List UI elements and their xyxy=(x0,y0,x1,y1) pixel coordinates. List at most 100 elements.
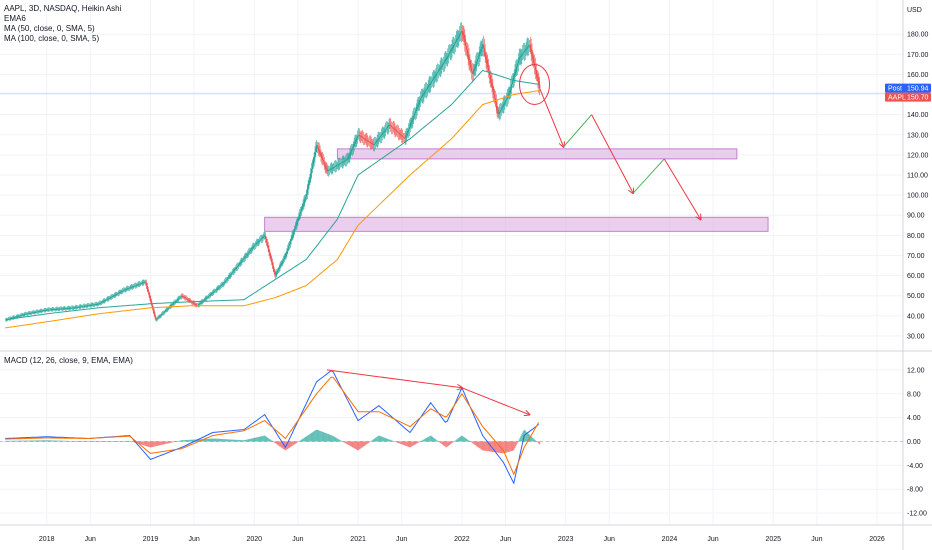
candle-body xyxy=(348,155,350,158)
macd-hist-bar xyxy=(522,430,525,442)
candle-body xyxy=(25,313,28,315)
candle-body xyxy=(223,282,225,284)
macd-hist-bar xyxy=(501,441,503,454)
candle-body xyxy=(357,134,360,137)
signal-line xyxy=(5,376,540,476)
projection-up-leg xyxy=(563,114,592,148)
macd-hist-bar xyxy=(378,435,380,442)
macd-hist-bar xyxy=(482,441,484,451)
macd-hist-bar xyxy=(438,441,440,443)
macd-hist-bar xyxy=(322,432,325,442)
macd-hist-bar xyxy=(127,440,129,442)
macd-hist-bar xyxy=(314,430,316,442)
candle-body xyxy=(201,301,203,303)
candle-body xyxy=(281,262,283,265)
candle-body xyxy=(218,287,220,289)
macd-hist-bar xyxy=(477,441,480,448)
macd-hist-bar xyxy=(441,441,443,444)
candle-body xyxy=(505,98,508,101)
macd-hist-bar xyxy=(413,441,415,446)
candle-body xyxy=(77,306,80,308)
candle-body xyxy=(200,302,202,304)
candle-body xyxy=(371,143,373,145)
macd-hist-bar xyxy=(184,440,186,442)
candle-body xyxy=(400,134,402,136)
currency-label: USD xyxy=(907,7,922,14)
macd-hist-bar xyxy=(100,441,102,442)
candle-body xyxy=(370,142,372,144)
macd-hist-bar xyxy=(451,441,453,444)
macd-hist-bar xyxy=(158,441,160,446)
price-tick-label: 180.00 xyxy=(907,32,929,39)
candle-body xyxy=(423,93,425,95)
macd-hist-bar xyxy=(444,441,446,447)
candle-body xyxy=(383,131,385,133)
price-tick-label: 60.00 xyxy=(907,273,925,280)
macd-hist-bar xyxy=(30,440,33,442)
macd-hist-bar xyxy=(453,441,455,442)
macd-hist-bar xyxy=(400,441,402,444)
time-tick-label: Jun xyxy=(85,536,96,543)
macd-hist-bar xyxy=(507,441,509,453)
macd-hist-bar xyxy=(350,441,352,447)
candle-body xyxy=(97,303,99,305)
candle-body xyxy=(230,274,232,276)
candle-body xyxy=(515,69,517,73)
macd-hist-bar xyxy=(81,441,83,442)
macd-hist-bar xyxy=(423,439,425,442)
candle-body xyxy=(336,165,338,166)
macd-hist-bar xyxy=(354,441,356,449)
macd-hist-bar xyxy=(215,438,217,442)
macd-hist-bar xyxy=(493,441,495,453)
macd-hist-bar xyxy=(94,441,97,442)
macd-hist-bar xyxy=(101,441,103,442)
macd-hist-bar xyxy=(163,441,165,445)
candle-body xyxy=(15,316,17,318)
candle-body xyxy=(498,111,501,114)
macd-hist-bar xyxy=(295,441,297,444)
candle-body xyxy=(277,269,280,271)
macd-hist-bar xyxy=(327,433,329,442)
macd-hist-bar xyxy=(75,441,77,442)
candle-body xyxy=(24,313,27,315)
macd-hist-bar xyxy=(254,437,257,442)
macd-hist-bar xyxy=(304,437,306,442)
candle-body xyxy=(375,141,377,143)
candle-body xyxy=(45,309,47,311)
macd-hist-bar xyxy=(376,436,378,442)
candle-body xyxy=(314,152,316,157)
macd-hist-bar xyxy=(242,440,245,442)
macd-tick-label: -8.00 xyxy=(907,487,923,494)
divergence-line xyxy=(326,369,462,388)
macd-hist-bar xyxy=(78,441,80,442)
candle-body xyxy=(475,63,477,67)
time-tick-label: Jun xyxy=(500,536,511,543)
candle-body xyxy=(481,44,484,47)
macd-hist-bar xyxy=(108,441,110,442)
candle-body xyxy=(68,308,70,309)
candle-body xyxy=(495,102,497,106)
macd-hist-bar xyxy=(144,441,146,446)
macd-hist-bar xyxy=(443,441,445,446)
macd-hist-bar xyxy=(19,440,21,442)
macd-hist-bar xyxy=(34,440,36,442)
macd-hist-bar xyxy=(300,439,302,442)
macd-hist-bar xyxy=(291,441,293,447)
macd-hist-bar xyxy=(172,441,174,443)
macd-hist-bar xyxy=(368,441,370,443)
candle-body xyxy=(59,308,62,310)
macd-hist-bar xyxy=(493,441,496,453)
candle-body xyxy=(81,306,84,308)
candle-body xyxy=(350,151,352,154)
macd-hist-bar xyxy=(253,437,256,442)
macd-hist-bar xyxy=(93,441,95,442)
macd-hist-bar xyxy=(79,441,81,442)
macd-hist-bar xyxy=(189,439,191,442)
macd-hist-bar xyxy=(153,441,155,447)
candle-body xyxy=(142,282,144,284)
macd-hist-bar xyxy=(316,429,318,442)
macd-hist-bar xyxy=(192,439,194,442)
candle-body xyxy=(165,310,167,311)
candle-body xyxy=(466,49,469,54)
